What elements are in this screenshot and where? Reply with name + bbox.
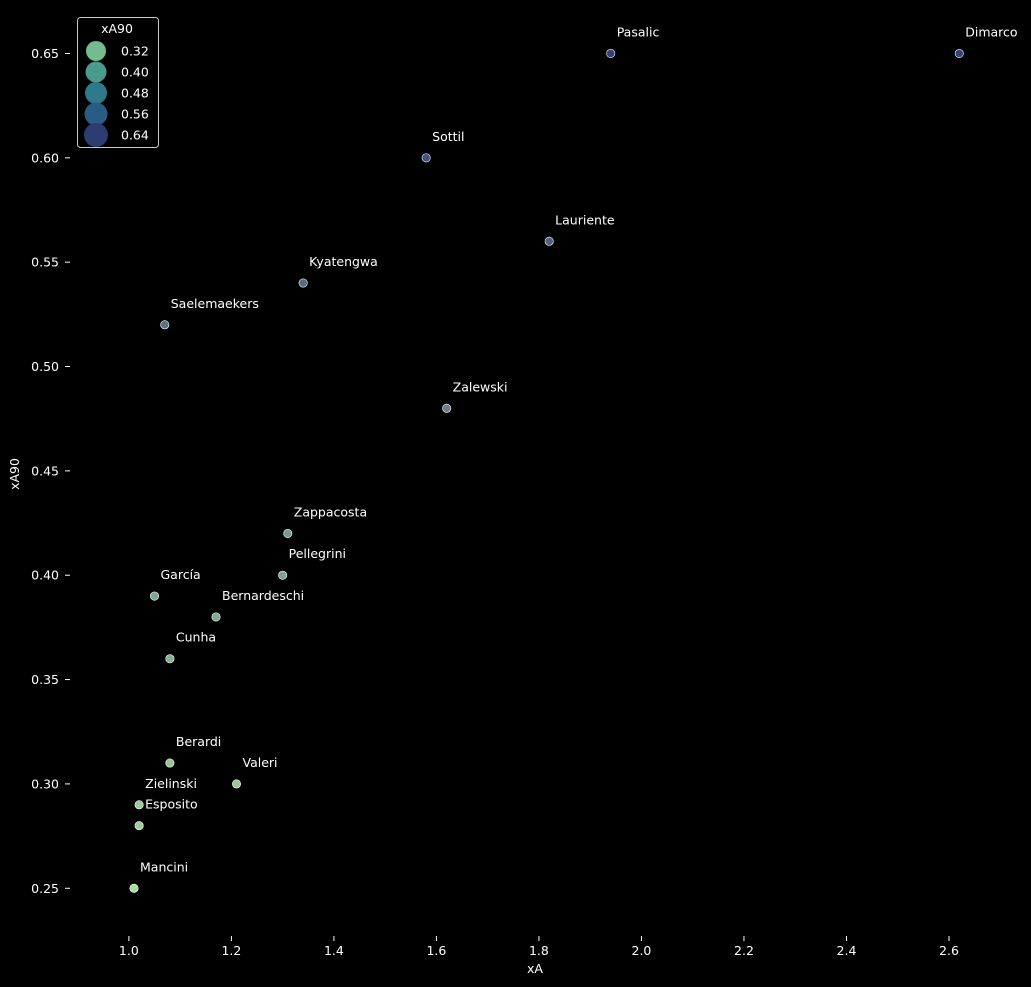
data-point [283,528,293,538]
point-labels: Pasalic Dimarco Sottil Lauriente Kyatengwa Sa… [140,24,1018,874]
point-label: Sottil [432,129,464,144]
data-point [421,153,431,163]
legend-label: 0.48 [121,86,149,101]
data-point [165,758,175,768]
legend-label: 0.64 [121,128,149,143]
data-point [278,570,288,580]
x-axis-title: xA [527,961,543,976]
x-axis: 1.0 1.2 1.4 1.6 1.8 2.0 2.2 2.4 2.6 [119,936,959,958]
legend-marker [85,61,107,83]
point-label: Zielinski [145,776,197,791]
data-point [606,48,616,58]
legend: xA90 0.32 0.40 0.48 0.56 0.64 [77,17,159,148]
point-label: Berardi [176,734,221,749]
y-tick-label: 0.30 [31,776,59,791]
x-tick-label: 2.0 [632,943,652,958]
point-label: Pasalic [617,24,660,39]
legend-marker [84,102,108,126]
x-tick-label: 1.0 [119,943,139,958]
legend-label: 0.56 [121,107,149,122]
y-axis-title: xA90 [7,458,22,490]
point-label: Esposito [145,797,198,812]
data-point [160,320,170,330]
legend-label: 0.32 [121,44,149,59]
point-label: García [161,567,201,582]
data-point [442,403,452,413]
x-tick-label: 2.4 [837,943,857,958]
data-point [544,236,554,246]
legend-marker [85,82,107,104]
x-tick-label: 1.2 [221,943,241,958]
point-label: Cunha [176,630,216,645]
x-tick-label: 1.8 [529,943,549,958]
y-tick-label: 0.50 [31,359,59,374]
y-tick-label: 0.65 [31,46,59,61]
point-label: Kyatengwa [309,254,378,269]
data-point [211,612,221,622]
data-point [232,779,242,789]
point-label: Lauriente [555,212,615,227]
legend-title: xA90 [101,21,133,36]
point-label: Dimarco [965,24,1017,39]
point-label: Mancini [140,859,188,874]
y-axis: 0.25 0.30 0.35 0.40 0.45 0.50 0.55 0.60 0.65 [31,46,70,896]
point-label: Zappacosta [294,504,367,519]
legend-marker [86,41,106,61]
data-point [134,800,144,810]
y-tick-label: 0.40 [31,568,59,583]
data-point [134,821,144,831]
x-tick-label: 2.2 [734,943,754,958]
y-tick-label: 0.25 [31,881,59,896]
y-tick-label: 0.55 [31,255,59,270]
legend-label: 0.40 [121,65,149,80]
legend-marker [84,123,108,147]
data-points [129,48,964,893]
y-tick-label: 0.45 [31,463,59,478]
data-point [954,48,964,58]
point-label: Pellegrini [289,546,346,561]
data-point [298,278,308,288]
data-point [150,591,160,601]
x-tick-label: 1.4 [324,943,344,958]
y-tick-label: 0.60 [31,150,59,165]
y-tick-label: 0.35 [31,672,59,687]
x-tick-label: 2.6 [939,943,959,958]
data-point [165,654,175,664]
point-label: Saelemaekers [171,296,259,311]
point-label: Zalewski [453,379,508,394]
data-point [129,883,139,893]
legend-entries: 0.32 0.40 0.48 0.56 0.64 [84,41,149,147]
point-label: Bernardeschi [222,588,304,603]
x-tick-label: 1.6 [426,943,446,958]
point-label: Valeri [243,755,278,770]
